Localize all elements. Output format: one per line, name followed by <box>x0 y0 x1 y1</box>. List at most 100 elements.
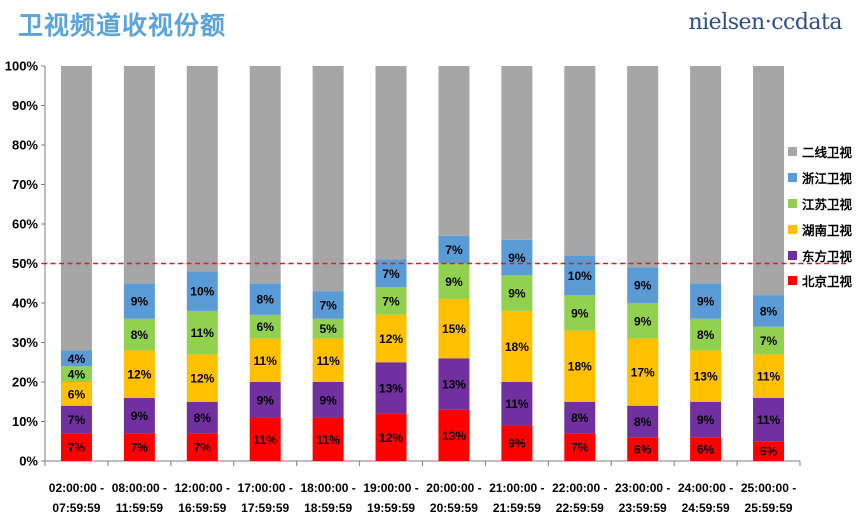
data-label: 9% <box>131 409 149 423</box>
bar-segment <box>312 318 344 339</box>
data-label: 7% <box>445 243 463 257</box>
y-tick-label: 20% <box>12 375 38 390</box>
data-label: 10% <box>568 269 592 283</box>
bar-segment <box>690 401 722 438</box>
bar-segment <box>690 437 722 461</box>
data-label: 13% <box>442 377 466 391</box>
data-label: 7% <box>382 267 400 281</box>
bar-segment <box>690 350 722 402</box>
x-category-label-start: 17:00:00 - <box>238 481 293 495</box>
legend-swatch <box>788 224 797 234</box>
data-label: 12% <box>127 368 151 382</box>
data-label: 6% <box>697 443 715 457</box>
bar-segment <box>501 66 533 240</box>
bar-segment <box>627 66 659 268</box>
data-label: 7% <box>382 295 400 309</box>
bar-segment <box>564 330 596 402</box>
data-label: 11% <box>316 354 340 368</box>
data-label: 8% <box>634 415 652 429</box>
y-tick-label: 40% <box>12 296 38 311</box>
y-tick-label: 90% <box>12 98 38 113</box>
bar-segment <box>564 401 596 434</box>
bar-segment <box>249 314 281 339</box>
y-tick-label: 50% <box>12 256 38 271</box>
y-tick-label: 70% <box>12 177 38 192</box>
bar-segment <box>375 314 407 363</box>
bar-segment <box>60 66 92 351</box>
legend-label: 北京卫视 <box>802 274 853 290</box>
bar-segment <box>690 283 722 319</box>
bar-segment <box>123 283 155 319</box>
data-label: 7% <box>571 441 589 455</box>
bar-segment <box>375 413 407 461</box>
data-label: 4% <box>68 352 86 366</box>
data-label: 11% <box>505 397 529 411</box>
data-label: 9% <box>634 279 652 293</box>
bar-segment <box>312 338 344 382</box>
bar-segment <box>627 437 659 461</box>
bar-segment <box>123 397 155 434</box>
x-category-label-end: 20:59:59 <box>430 501 478 515</box>
data-label: 8% <box>194 411 212 425</box>
bar-segment <box>690 318 722 351</box>
x-category-label-end: 24:59:59 <box>682 501 730 515</box>
bar-segment <box>438 263 470 300</box>
bar-segment <box>60 366 92 382</box>
bar-segment <box>438 358 470 410</box>
bar-segment <box>753 354 785 398</box>
data-label: 9% <box>634 314 652 328</box>
bar-segment <box>249 417 281 461</box>
legend-item: 湖南卫视 <box>788 216 856 242</box>
bar-segment <box>249 283 281 315</box>
data-label: 7% <box>760 334 778 348</box>
bar-segment <box>186 271 218 311</box>
bar-segment <box>186 354 218 402</box>
y-tick-label: 0% <box>19 454 38 469</box>
x-category-label-end: 17:59:59 <box>241 501 289 515</box>
legend-item: 浙江卫视 <box>788 165 856 191</box>
data-label: 7% <box>68 441 86 455</box>
bar-segment <box>501 382 533 426</box>
x-category-label-start: 02:00:00 - <box>49 481 104 495</box>
data-label: 13% <box>694 370 718 384</box>
x-category-label-start: 23:00:00 - <box>615 481 670 495</box>
legend-item: 北京卫视 <box>788 268 856 294</box>
bar-segment <box>60 350 92 367</box>
data-label: 11% <box>757 413 781 427</box>
bar-segment <box>627 267 659 303</box>
x-category-label-start: 18:00:00 - <box>300 481 355 495</box>
x-category-label-start: 24:00:00 - <box>678 481 733 495</box>
data-label: 9% <box>131 295 149 309</box>
data-label: 11% <box>316 433 340 447</box>
data-label: 12% <box>379 431 403 445</box>
x-category-label-start: 25:00:00 - <box>741 481 796 495</box>
bar-segment <box>312 382 344 418</box>
data-label: 9% <box>319 393 337 407</box>
bar-segment <box>501 310 533 382</box>
bar-segment <box>186 433 218 461</box>
data-label: 11% <box>254 354 278 368</box>
data-label: 7% <box>131 441 149 455</box>
legend-swatch <box>788 173 797 183</box>
bar-segment <box>186 401 218 434</box>
bar-segment <box>249 66 281 284</box>
data-label: 6% <box>257 320 275 334</box>
bar-segment <box>60 405 92 434</box>
bar-segment <box>564 295 596 331</box>
bar-segment <box>753 295 785 327</box>
bar-segment <box>753 441 785 461</box>
data-label: 8% <box>697 328 715 342</box>
x-category-label-start: 08:00:00 - <box>112 481 167 495</box>
data-label: 7% <box>319 298 337 312</box>
bar-segment <box>753 397 785 442</box>
data-label: 9% <box>508 437 526 451</box>
data-label: 8% <box>131 328 149 342</box>
bar-segment <box>564 66 596 256</box>
bar-segment <box>627 338 659 406</box>
x-category-label-start: 19:00:00 - <box>363 481 418 495</box>
bar-segment <box>375 362 407 414</box>
bar-segment <box>312 66 344 292</box>
data-label: 17% <box>631 366 655 380</box>
bar-segment <box>375 66 407 260</box>
